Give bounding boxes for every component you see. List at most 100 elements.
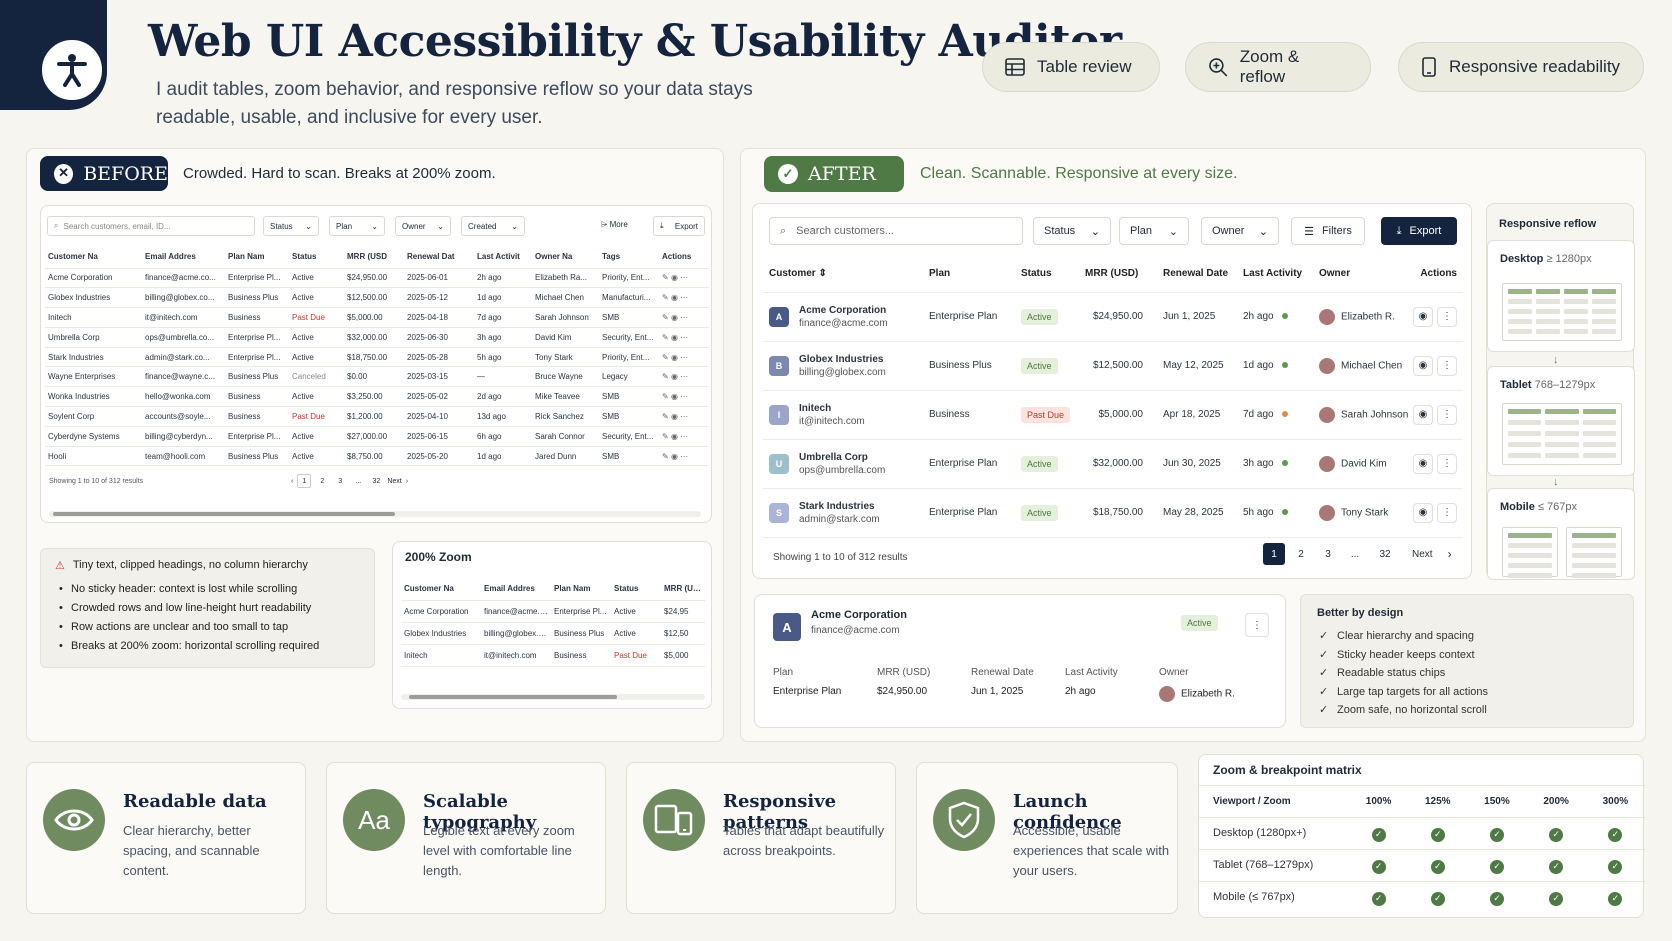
after-filters-button[interactable]: ☰ Filters <box>1291 217 1365 245</box>
chevron-left-icon[interactable]: ‹ <box>291 477 294 485</box>
column-header[interactable]: Renewal Date <box>1163 268 1229 280</box>
next-button[interactable]: Next <box>387 477 402 485</box>
edit-icon[interactable]: ✎ <box>662 312 669 322</box>
eye-icon[interactable]: ◉ <box>670 392 678 402</box>
table-row[interactable]: Globex Industries billing@globex.co... Bus… <box>45 288 709 308</box>
eye-icon[interactable]: ◉ <box>1413 404 1433 425</box>
table-row[interactable]: Acme Corporation finance@acme.co... Enterp… <box>45 268 709 288</box>
table-row[interactable]: Soylent Corp accounts@soyle... Business Pas… <box>45 407 709 427</box>
more-horizontal-icon[interactable]: ⋯ <box>680 451 689 461</box>
table-row[interactable]: Initech it@initech.com Business Past Due $5,… <box>45 308 709 328</box>
before-more-button[interactable]: ⩥ More <box>601 220 628 229</box>
page-button[interactable]: 1 <box>297 474 312 488</box>
column-header[interactable]: Last Activit <box>477 252 520 262</box>
edit-icon[interactable]: ✎ <box>662 451 669 461</box>
row-actions[interactable]: ✎ ◉ ⋯ <box>659 327 709 347</box>
edit-icon[interactable]: ✎ <box>662 392 669 402</box>
column-header[interactable]: MRR (USD <box>347 252 387 262</box>
after-search-input[interactable]: ⌕ Search customers... <box>769 217 1023 245</box>
table-row[interactable]: A Acme Corporation finance@acme.com Enterpr… <box>763 292 1463 341</box>
customer-name[interactable]: Umbrella Corp <box>799 451 868 463</box>
eye-icon[interactable]: ◉ <box>670 312 678 322</box>
zoom-scrollbar[interactable] <box>401 694 705 700</box>
column-header[interactable]: Customer Na <box>404 584 454 594</box>
page-button[interactable]: 32 <box>1379 548 1391 560</box>
column-header[interactable]: Renewal Dat <box>407 252 455 262</box>
table-row[interactable]: Wayne Enterprises finance@wayne.c... Busin… <box>45 367 709 387</box>
before-search-input[interactable]: ⌕ Search customers, email, ID... <box>47 216 255 236</box>
column-header[interactable]: Plan Nam <box>228 252 265 262</box>
eye-icon[interactable]: ◉ <box>670 431 678 441</box>
table-row[interactable]: B Globex Industries billing@globex.com Busi… <box>763 341 1463 390</box>
row-actions[interactable]: ✎ ◉ ⋯ <box>659 446 709 466</box>
eye-icon[interactable]: ◉ <box>1413 355 1433 376</box>
row-actions[interactable]: ✎ ◉ ⋯ <box>659 288 709 308</box>
after-filter-status[interactable]: Status ⌄ <box>1033 217 1111 245</box>
before-filter-created[interactable]: Created ⌄ <box>461 216 525 236</box>
table-row[interactable]: Cyberdyne Systems billing@cyberdyn... Ente… <box>45 426 709 447</box>
column-header[interactable]: Last Activity <box>1243 268 1303 280</box>
column-header[interactable]: Customer Na <box>48 252 98 262</box>
page-button[interactable]: 32 <box>372 477 381 485</box>
customer-name[interactable]: Acme Corporation <box>799 304 887 316</box>
more-vertical-icon[interactable]: ⋮ <box>1437 453 1457 474</box>
more-vertical-icon[interactable]: ⋮ <box>1437 306 1457 327</box>
eye-icon[interactable]: ◉ <box>670 451 678 461</box>
row-actions[interactable]: ✎ ◉ ⋯ <box>659 268 709 288</box>
chevron-right-icon[interactable]: › <box>1447 547 1452 561</box>
before-filter-owner[interactable]: Owner ⌄ <box>395 216 451 236</box>
table-row[interactable]: Acme Corporation finance@acme.c... Enterpr… <box>401 600 705 622</box>
customer-name[interactable]: Stark Industries <box>799 500 875 512</box>
column-header[interactable]: Actions <box>662 252 692 262</box>
table-row[interactable]: Hooli team@hooli.com Business Plus Active $8… <box>45 446 709 466</box>
column-header[interactable]: Owner <box>1319 268 1351 280</box>
eye-icon[interactable]: ◉ <box>670 332 678 342</box>
row-actions[interactable]: ✎ ◉ ⋯ <box>659 367 709 387</box>
column-header[interactable]: Plan Nam <box>554 584 591 594</box>
eye-icon[interactable]: ◉ <box>670 293 678 303</box>
next-button[interactable]: Next <box>1412 548 1433 560</box>
column-header[interactable]: Email Addres <box>484 584 535 594</box>
page-button[interactable]: ... <box>1350 548 1360 560</box>
page-button[interactable]: 2 <box>1298 548 1304 560</box>
more-horizontal-icon[interactable]: ⋯ <box>680 372 689 382</box>
edit-icon[interactable]: ✎ <box>662 273 669 283</box>
column-header[interactable]: MRR (USD) <box>1085 268 1139 280</box>
more-horizontal-icon[interactable]: ⋯ <box>680 392 689 402</box>
edit-icon[interactable]: ✎ <box>662 372 669 382</box>
edit-icon[interactable]: ✎ <box>662 431 669 441</box>
eye-icon[interactable]: ◉ <box>1413 306 1433 327</box>
sort-icon[interactable]: ⇕ <box>815 268 827 280</box>
eye-icon[interactable]: ◉ <box>670 411 678 421</box>
table-row[interactable]: I Initech it@initech.com Business Past Due $5… <box>763 390 1463 439</box>
column-header[interactable]: Status <box>292 252 317 262</box>
table-row[interactable]: Globex Industries billing@globex.c... Busi… <box>401 622 705 644</box>
row-actions[interactable]: ✎ ◉ ⋯ <box>659 387 709 407</box>
eye-icon[interactable]: ◉ <box>670 372 678 382</box>
more-horizontal-icon[interactable]: ⋯ <box>680 312 689 322</box>
after-filter-plan[interactable]: Plan ⌄ <box>1119 217 1189 245</box>
column-header[interactable]: Status <box>614 584 639 594</box>
customer-name[interactable]: Globex Industries <box>799 353 884 365</box>
column-header[interactable]: Tags <box>602 252 621 262</box>
before-filter-status[interactable]: Status ⌄ <box>263 216 319 236</box>
after-filter-owner[interactable]: Owner ⌄ <box>1201 217 1279 245</box>
page-button[interactable]: 3 <box>1325 548 1331 560</box>
pill-responsive-readability[interactable]: Responsive readability <box>1398 42 1644 92</box>
edit-icon[interactable]: ✎ <box>662 352 669 362</box>
column-header[interactable]: MRR (USE <box>664 584 704 594</box>
more-horizontal-icon[interactable]: ⋯ <box>680 411 689 421</box>
column-header[interactable]: Email Addres <box>145 252 196 262</box>
page-button[interactable]: 3 <box>338 477 343 485</box>
pill-table-review[interactable]: Table review <box>982 42 1160 92</box>
before-export-button[interactable]: ⤓ Export <box>653 216 705 236</box>
after-export-button[interactable]: ⤓ Export <box>1381 217 1457 245</box>
column-header[interactable]: Actions <box>1420 268 1457 280</box>
edit-icon[interactable]: ✎ <box>662 293 669 303</box>
more-horizontal-icon[interactable]: ⋯ <box>680 352 689 362</box>
more-horizontal-icon[interactable]: ⋯ <box>680 293 689 303</box>
pill-zoom-reflow[interactable]: Zoom & reflow <box>1185 42 1371 92</box>
table-row[interactable]: Wonka Industries hello@wonka.com Business A… <box>45 387 709 407</box>
more-horizontal-icon[interactable]: ⋯ <box>680 431 689 441</box>
before-filter-plan[interactable]: Plan ⌄ <box>329 216 385 236</box>
